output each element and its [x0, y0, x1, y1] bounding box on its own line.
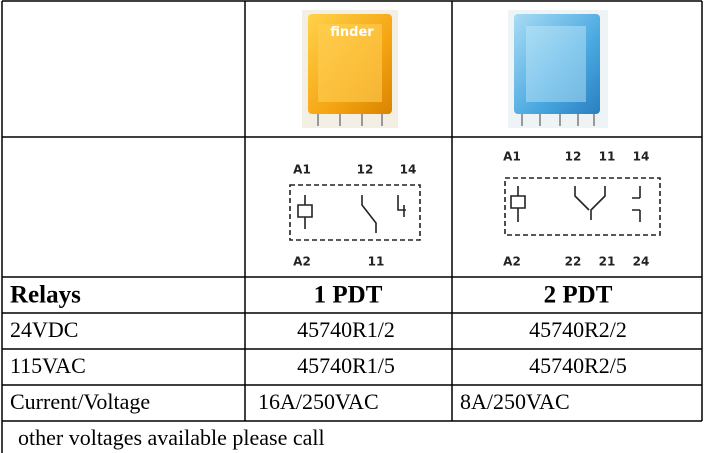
cell: 45740R1/2: [297, 317, 395, 342]
cell: 45740R1/5: [297, 353, 395, 378]
pin-label: 11: [368, 255, 385, 269]
schematic-2pdt: A1 12 11 14 A2 22 21 24: [503, 150, 661, 269]
relay-logo: finder: [330, 25, 374, 40]
pin-label: 12: [357, 163, 374, 177]
pin-label: 14: [633, 150, 650, 164]
note: other voltages available please call: [18, 425, 325, 450]
pin-label: A1: [503, 150, 521, 164]
pin-label: A1: [293, 163, 311, 177]
cell: 45740R2/5: [529, 353, 627, 378]
cell: 8A/250VAC: [460, 389, 570, 414]
pin-label: 12: [565, 150, 582, 164]
row-label: 24VDC: [10, 317, 78, 342]
header-cell: 1 PDT: [314, 282, 383, 309]
cell: 16A/250VAC: [258, 389, 379, 414]
row-label: 115VAC: [10, 353, 86, 378]
relay-photo-2pdt: [508, 10, 608, 128]
relay-photo-1pdt: finder: [302, 10, 398, 128]
schematic-1pdt: A1 12 14 A2 11: [289, 163, 421, 269]
row-label: Current/Voltage: [10, 389, 150, 414]
pin-label: 14: [400, 163, 417, 177]
pin-label: 21: [599, 255, 616, 269]
cell: 45740R2/2: [529, 317, 627, 342]
pin-label: 22: [565, 255, 582, 269]
header-cell: 2 PDT: [544, 282, 613, 309]
pin-label: 11: [599, 150, 616, 164]
header-cell: Relays: [10, 282, 81, 309]
pin-label: A2: [503, 255, 521, 269]
pin-label: 24: [633, 255, 650, 269]
pin-label: A2: [293, 255, 311, 269]
